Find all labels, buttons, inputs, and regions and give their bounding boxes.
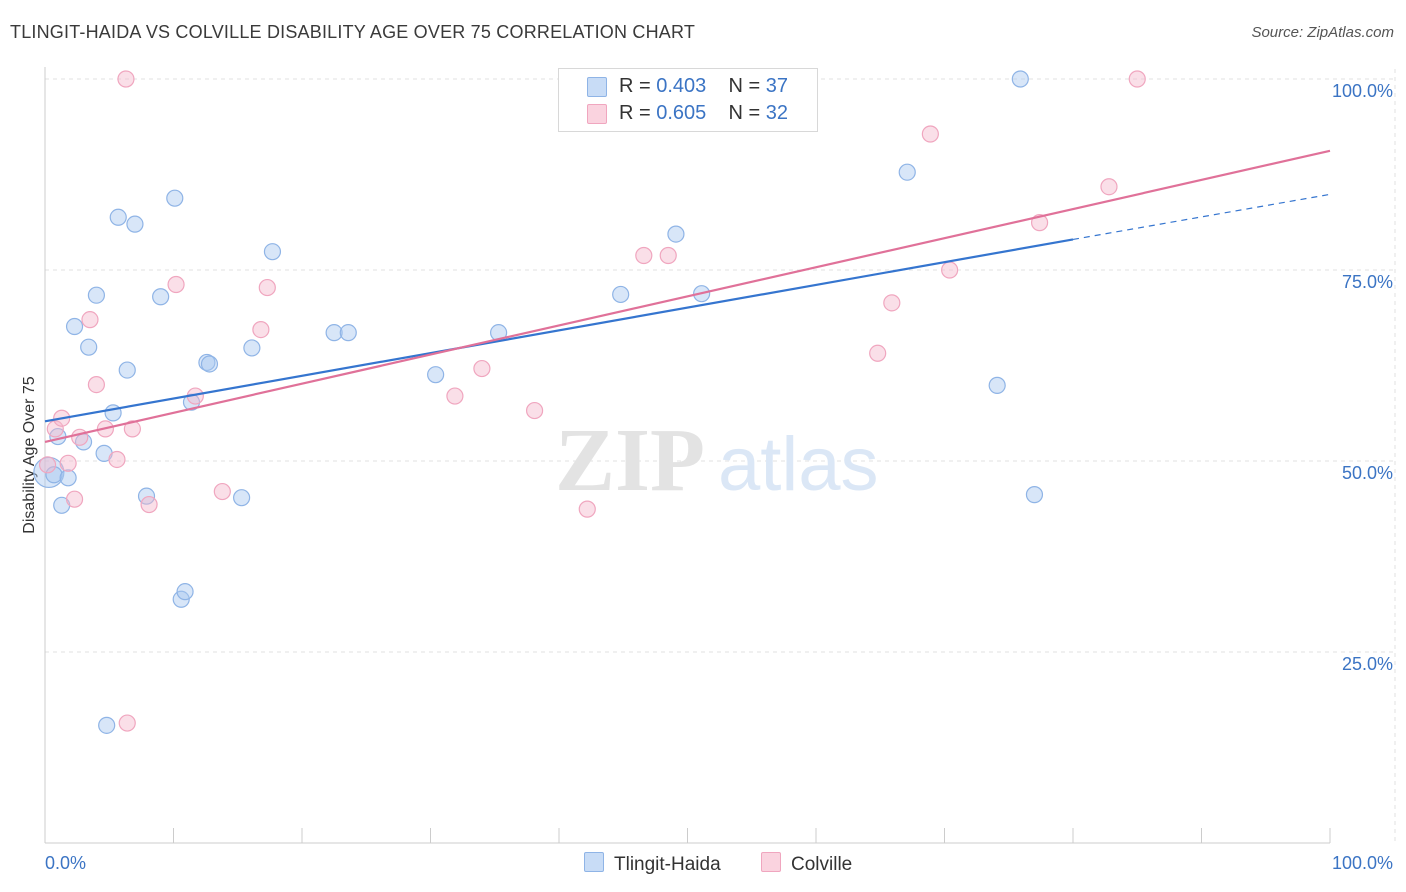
x-tick-label: 0.0% xyxy=(45,853,86,873)
x-tick-label: 100.0% xyxy=(1332,853,1393,873)
legend-r-value: 0.605 xyxy=(656,102,707,124)
legend-r-label: R = xyxy=(619,102,651,124)
tlingit-haida-point xyxy=(263,243,282,261)
legend-swatch-colville xyxy=(587,104,607,124)
tlingit-haida-trend-line xyxy=(44,238,1074,423)
tlingit-haida-point xyxy=(98,716,116,734)
colville-point xyxy=(869,344,887,362)
bottom-legend-swatch-colville xyxy=(761,852,781,872)
colville-point xyxy=(941,261,959,279)
legend-n-value: 32 xyxy=(765,102,789,124)
watermark-atlas: atlas xyxy=(718,422,879,507)
colville-point xyxy=(1128,70,1146,88)
tlingit-haida-point xyxy=(45,466,63,484)
legend-r-label: R = xyxy=(619,75,651,97)
legend-swatch-tlingit-haida xyxy=(587,77,607,97)
colville-point xyxy=(883,294,901,312)
tlingit-haida-point xyxy=(87,286,106,304)
colville-point xyxy=(108,450,126,469)
chart-title: TLINGIT-HAIDA VS COLVILLE DISABILITY AGE… xyxy=(10,22,696,42)
tlingit-haida-point xyxy=(152,288,170,306)
tlingit-haida-point xyxy=(65,317,84,336)
y-tick-label: 100.0% xyxy=(1332,81,1393,101)
tlingit-haida-point xyxy=(200,355,219,373)
colville-point xyxy=(81,311,99,329)
colville-trend-line xyxy=(44,149,1331,443)
colville-point xyxy=(258,278,276,297)
colville-point xyxy=(38,456,57,474)
tlingit-haida-point xyxy=(176,583,194,601)
colville-point xyxy=(578,500,596,518)
colville-point xyxy=(117,70,135,88)
tlingit-haida-point xyxy=(109,208,127,226)
tlingit-haida-point xyxy=(126,215,144,233)
colville-point xyxy=(140,495,158,514)
tlingit-haida-point xyxy=(243,339,261,357)
tlingit-haida-point xyxy=(667,225,685,243)
tlingit-haida-point xyxy=(612,285,630,304)
tlingit-haida-point xyxy=(1025,486,1044,504)
colville-point xyxy=(921,125,939,143)
tlingit-haida-point xyxy=(59,469,77,487)
colville-point xyxy=(473,359,491,378)
watermark-zip: ZIP xyxy=(555,411,705,510)
tlingit-haida-point xyxy=(166,189,184,207)
bottom-legend-label: Colville xyxy=(791,854,853,875)
colville-point xyxy=(65,490,84,508)
correlation-legend: R = 0.403 N = 37 R = 0.605 N = 32 xyxy=(558,68,818,132)
y-tick-label: 75.0% xyxy=(1342,272,1393,292)
tlingit-haida-point xyxy=(325,324,343,342)
legend-n-label: N = xyxy=(728,102,761,124)
tlingit-haida-point xyxy=(988,376,1006,394)
tlingit-haida-point xyxy=(80,338,98,356)
tlingit-haida-point xyxy=(339,324,357,342)
colville-point xyxy=(123,420,141,438)
colville-point xyxy=(659,246,677,265)
tlingit-haida-point xyxy=(427,366,445,384)
colville-point xyxy=(252,320,270,339)
chart-source: Source: ZipAtlas.com xyxy=(1251,24,1394,41)
legend-r-value: 0.403 xyxy=(656,75,707,97)
colville-point xyxy=(446,387,464,405)
tlingit-haida-point xyxy=(233,489,251,507)
colville-point xyxy=(525,401,544,420)
y-tick-label: 25.0% xyxy=(1342,654,1393,674)
legend-n-value: 37 xyxy=(765,75,789,97)
colville-point xyxy=(87,376,106,394)
y-tick-label: 50.0% xyxy=(1342,463,1393,483)
tlingit-haida-point xyxy=(898,163,916,181)
bottom-legend-swatch-tlingit-haida xyxy=(584,852,604,872)
tlingit-haida-point xyxy=(118,361,136,379)
colville-point xyxy=(59,454,77,472)
colville-point xyxy=(213,482,231,501)
colville-point xyxy=(167,275,185,294)
legend-n-label: N = xyxy=(728,75,761,97)
colville-point xyxy=(46,420,64,438)
tlingit-haida-point xyxy=(1011,70,1029,88)
colville-point xyxy=(635,246,653,265)
colville-point xyxy=(118,714,136,732)
colville-point xyxy=(1100,178,1118,196)
bottom-legend-tlingit-haida: Tlingit-Haida xyxy=(584,852,721,876)
bottom-legend-colville: Colville xyxy=(761,852,852,876)
bottom-legend-label: Tlingit-Haida xyxy=(614,854,721,875)
